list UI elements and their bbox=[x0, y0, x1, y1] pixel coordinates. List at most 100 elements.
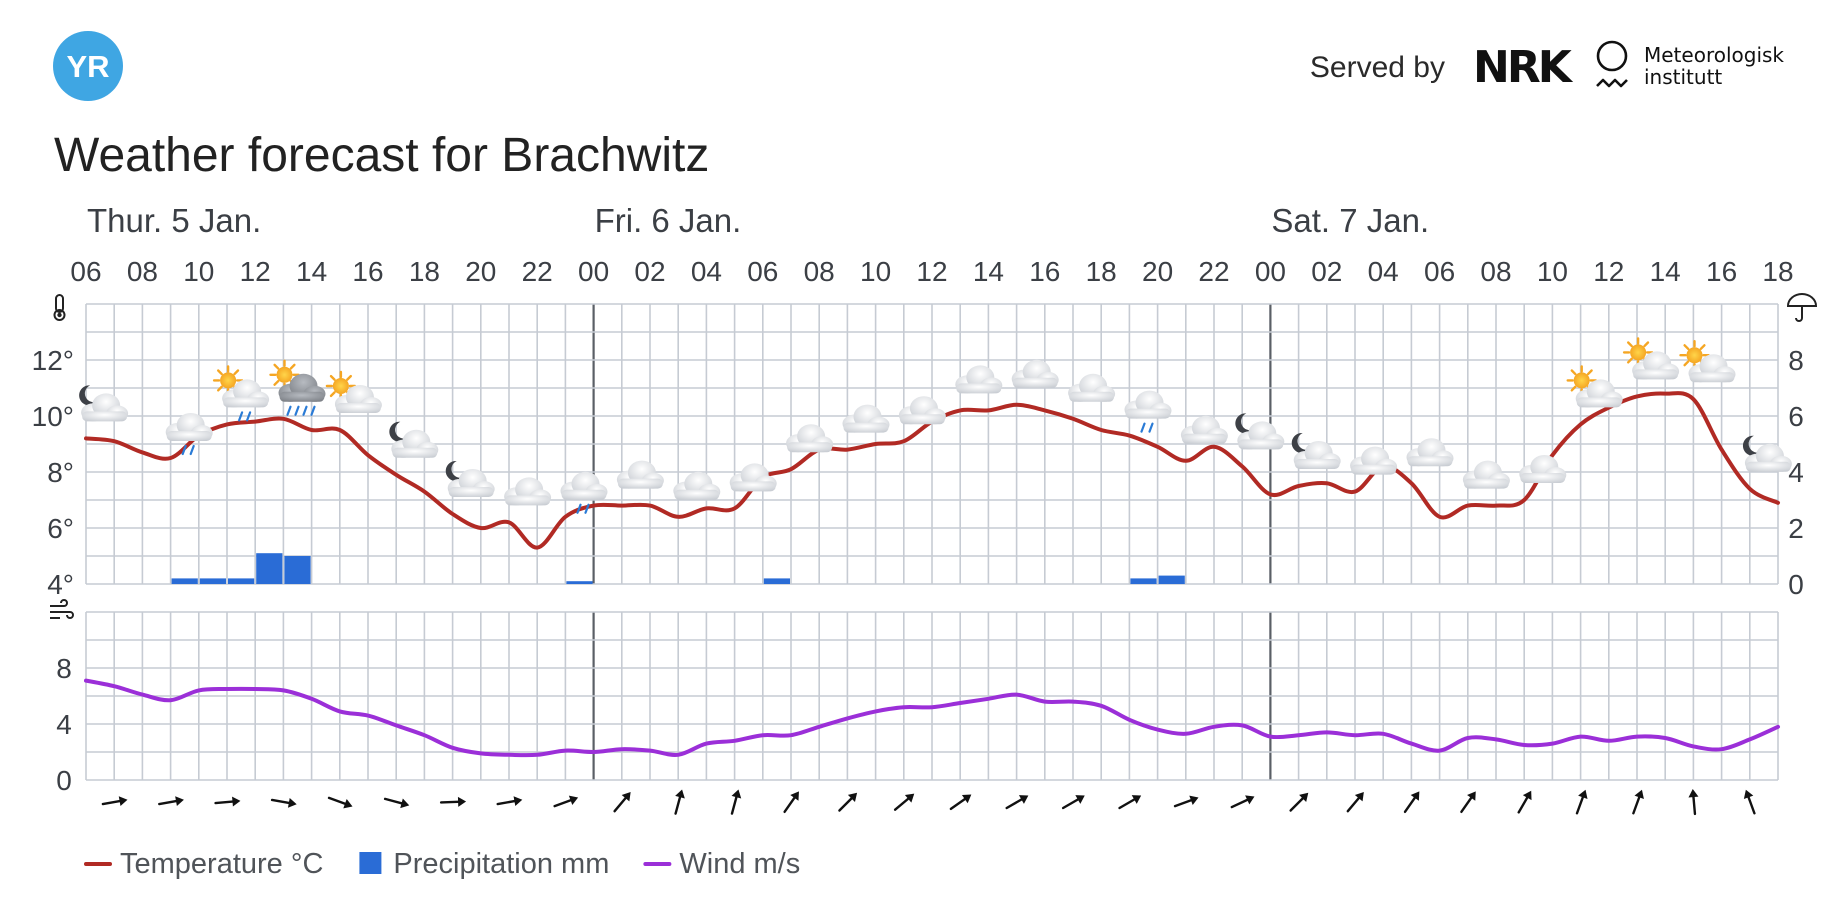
cloud-icon bbox=[842, 404, 890, 433]
wind-arrow-shaft bbox=[1460, 794, 1475, 814]
met-name-line1: Meteorologisk bbox=[1644, 43, 1784, 67]
wind-arrow-shaft bbox=[327, 796, 350, 806]
wind-arrow-head bbox=[1688, 789, 1699, 798]
cloud-base bbox=[82, 411, 128, 422]
wind-arrow-head bbox=[847, 792, 858, 802]
precipitation-bar bbox=[284, 556, 311, 584]
precipitation-bar bbox=[228, 578, 255, 584]
hour-tick-label: 02 bbox=[1311, 256, 1342, 287]
sun-cloud-rain-icon bbox=[212, 365, 270, 422]
wind-arrow-icon bbox=[1289, 792, 1309, 812]
moon-shape bbox=[389, 421, 408, 442]
cloud-base bbox=[1351, 464, 1397, 475]
cloud-base bbox=[279, 391, 325, 402]
hour-tick-label: 20 bbox=[1142, 256, 1173, 287]
cloud-icon bbox=[1406, 438, 1454, 467]
wind-arrow-shaft bbox=[1517, 793, 1530, 814]
cloud-icon bbox=[1180, 415, 1228, 444]
cloud-base bbox=[1633, 369, 1679, 380]
wind-arrow-shaft bbox=[838, 795, 855, 812]
wind-arrow-head bbox=[1743, 789, 1754, 800]
wind-arrow-shaft bbox=[439, 800, 463, 804]
wind-arrow-icon bbox=[949, 794, 972, 811]
wind-arrow-head bbox=[1245, 795, 1255, 805]
partly-cloudy-night-icon bbox=[79, 385, 129, 422]
cloud-base bbox=[956, 383, 1002, 394]
wind-arrow-icon bbox=[730, 789, 742, 815]
sun-ray bbox=[329, 374, 336, 381]
wind-arrow-head bbox=[790, 791, 799, 801]
sun-ray bbox=[1643, 341, 1650, 348]
wind-arrow-icon bbox=[1688, 789, 1699, 816]
wind-arrow-icon bbox=[1517, 790, 1532, 814]
wind-arrow-shaft bbox=[553, 798, 575, 808]
wind-arrow-shaft bbox=[270, 798, 293, 805]
cloud-base bbox=[1520, 473, 1566, 483]
sun-ray bbox=[1586, 369, 1593, 376]
sun-disc bbox=[332, 378, 349, 394]
partly-cloudy-night-icon bbox=[1291, 432, 1341, 469]
cloud-icon bbox=[616, 460, 664, 489]
sun-ray bbox=[1570, 385, 1577, 392]
precipitation-tick-label: 6 bbox=[1788, 401, 1804, 432]
yr-logo[interactable]: YR bbox=[53, 31, 123, 101]
sun-ray bbox=[217, 385, 223, 392]
day-label: Thur. 5 Jan. bbox=[87, 202, 261, 239]
precipitation-axis: 0 2 4 6 8 bbox=[1788, 345, 1804, 600]
cloud-base bbox=[1181, 433, 1227, 444]
cloud-icon bbox=[786, 424, 834, 453]
cloud-base bbox=[1689, 372, 1735, 383]
met-sun-icon bbox=[1596, 40, 1628, 72]
cloud-icon bbox=[898, 396, 946, 425]
wind-arrow-shaft bbox=[1403, 794, 1418, 814]
wind-tick-label: 0 bbox=[56, 765, 72, 796]
wind-arrow-icon bbox=[214, 796, 241, 807]
legend-label: Precipitation mm bbox=[393, 848, 609, 880]
wind-line bbox=[84, 678, 1780, 758]
wind-arrow-head bbox=[1075, 795, 1085, 804]
precipitation-bar bbox=[199, 578, 226, 584]
hour-tick-label: 06 bbox=[1424, 256, 1455, 287]
rain-drop bbox=[294, 405, 300, 416]
hour-tick-label: 18 bbox=[409, 256, 440, 287]
hour-tick-label: 10 bbox=[1537, 256, 1568, 287]
wind-arrow-shaft bbox=[1230, 797, 1252, 809]
temperature-tick-label: 12° bbox=[32, 345, 74, 376]
sun-disc bbox=[220, 372, 237, 389]
rain-drop bbox=[246, 411, 252, 422]
hour-tick-label: 22 bbox=[522, 256, 553, 287]
cloud-base bbox=[1238, 439, 1284, 450]
wind-arrow-head bbox=[513, 796, 523, 807]
wind-arrow-shaft bbox=[158, 799, 181, 806]
partly-cloudy-night-icon bbox=[1742, 435, 1792, 472]
hour-tick-label: 10 bbox=[860, 256, 891, 287]
hour-tick-label: 12 bbox=[916, 256, 947, 287]
wind-arrow-icon bbox=[838, 792, 858, 812]
wind-arrow-head bbox=[961, 794, 972, 804]
precipitation-bars bbox=[171, 553, 1185, 584]
cloud-base bbox=[1125, 408, 1171, 419]
cloud-base bbox=[617, 478, 663, 489]
page-title: Weather forecast for Brachwitz bbox=[54, 129, 709, 182]
wind-arrow-shaft bbox=[1692, 792, 1697, 816]
partly-cloudy-night-icon bbox=[389, 421, 439, 458]
wind-arrow-head bbox=[731, 789, 742, 799]
umbrella-icon bbox=[1786, 293, 1818, 322]
rain-drop bbox=[1140, 422, 1146, 433]
wind-arrow-icon bbox=[270, 797, 297, 808]
wind-arrow-head bbox=[232, 796, 241, 807]
hour-tick-label: 18 bbox=[1762, 256, 1793, 287]
wind-arrow-shaft bbox=[730, 793, 739, 815]
wind-direction-arrows bbox=[101, 789, 1756, 816]
wind-arrow-icon bbox=[613, 792, 631, 813]
sun-disc bbox=[1573, 372, 1590, 389]
precipitation-tick-label: 2 bbox=[1788, 513, 1804, 544]
nrk-logo[interactable]: NRK bbox=[1473, 42, 1577, 93]
nrk-logo-text: NRK bbox=[1473, 42, 1574, 93]
met-institutt-logo[interactable]: Meteorologisk institutt bbox=[1596, 40, 1784, 89]
rain-drop bbox=[584, 503, 590, 514]
wind-arrow-icon bbox=[383, 797, 410, 809]
cloud-base bbox=[730, 481, 776, 492]
wind-arrow-head bbox=[1354, 792, 1364, 802]
hour-tick-label: 00 bbox=[1255, 256, 1286, 287]
